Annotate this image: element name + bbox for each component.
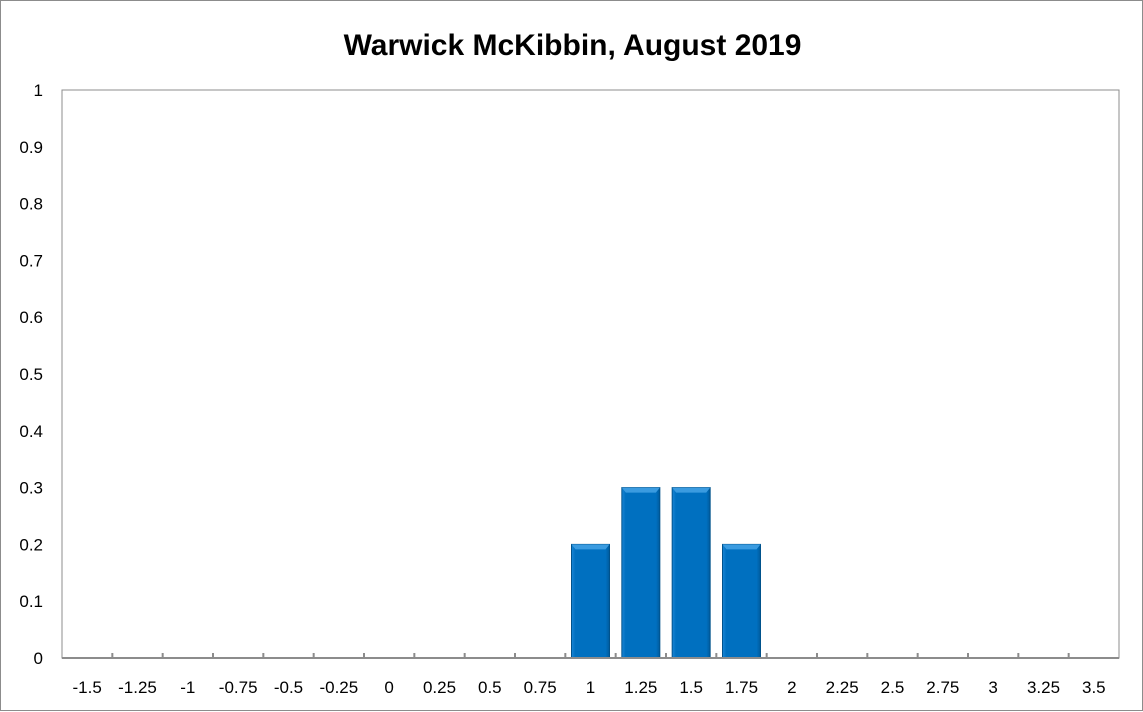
x-tick-label: -1: [180, 678, 195, 697]
x-tick-label: 2.75: [926, 678, 959, 697]
x-tick-label: 3: [988, 678, 997, 697]
y-tick-label: 0.9: [19, 138, 43, 157]
chart-title: Warwick McKibbin, August 2019: [343, 29, 802, 62]
x-tick-label: 2: [787, 678, 796, 697]
x-tick-label: 3.25: [1027, 678, 1060, 697]
x-tick-label: 0: [384, 678, 393, 697]
y-tick-label: 1: [34, 81, 43, 100]
y-tick-label: 0.2: [19, 535, 43, 554]
x-tick-label: -0.25: [319, 678, 358, 697]
x-tick-label: -0.75: [219, 678, 258, 697]
y-tick-label: 0.7: [19, 251, 43, 270]
x-tick-label: 2.25: [826, 678, 859, 697]
bar: [621, 487, 661, 659]
x-tick-label: 2.5: [881, 678, 905, 697]
x-tick-label: 1.75: [725, 678, 758, 697]
y-tick-label: 0.4: [19, 422, 43, 441]
bar: [722, 543, 761, 659]
x-tick-label: -1.5: [73, 678, 102, 697]
x-tick-label: -0.5: [274, 678, 303, 697]
y-tick-label: 0.5: [19, 365, 43, 384]
bar: [571, 543, 610, 659]
x-tick-label: 1.5: [679, 678, 703, 697]
x-tick-label: 0.75: [524, 678, 557, 697]
y-tick-label: 0.1: [19, 592, 43, 611]
y-tick-label: 0: [34, 649, 43, 668]
x-tick-label: 1: [586, 678, 595, 697]
x-tick-label: 1.25: [624, 678, 657, 697]
y-tick-label: 0.6: [19, 308, 43, 327]
x-tick-label: -1.25: [118, 678, 157, 697]
y-tick-label: 0.3: [19, 479, 43, 498]
bar: [671, 487, 711, 659]
x-tick-label: 3.5: [1082, 678, 1106, 697]
x-tick-label: 0.5: [478, 678, 502, 697]
x-tick-label: 0.25: [423, 678, 456, 697]
y-tick-label: 0.8: [19, 195, 43, 214]
